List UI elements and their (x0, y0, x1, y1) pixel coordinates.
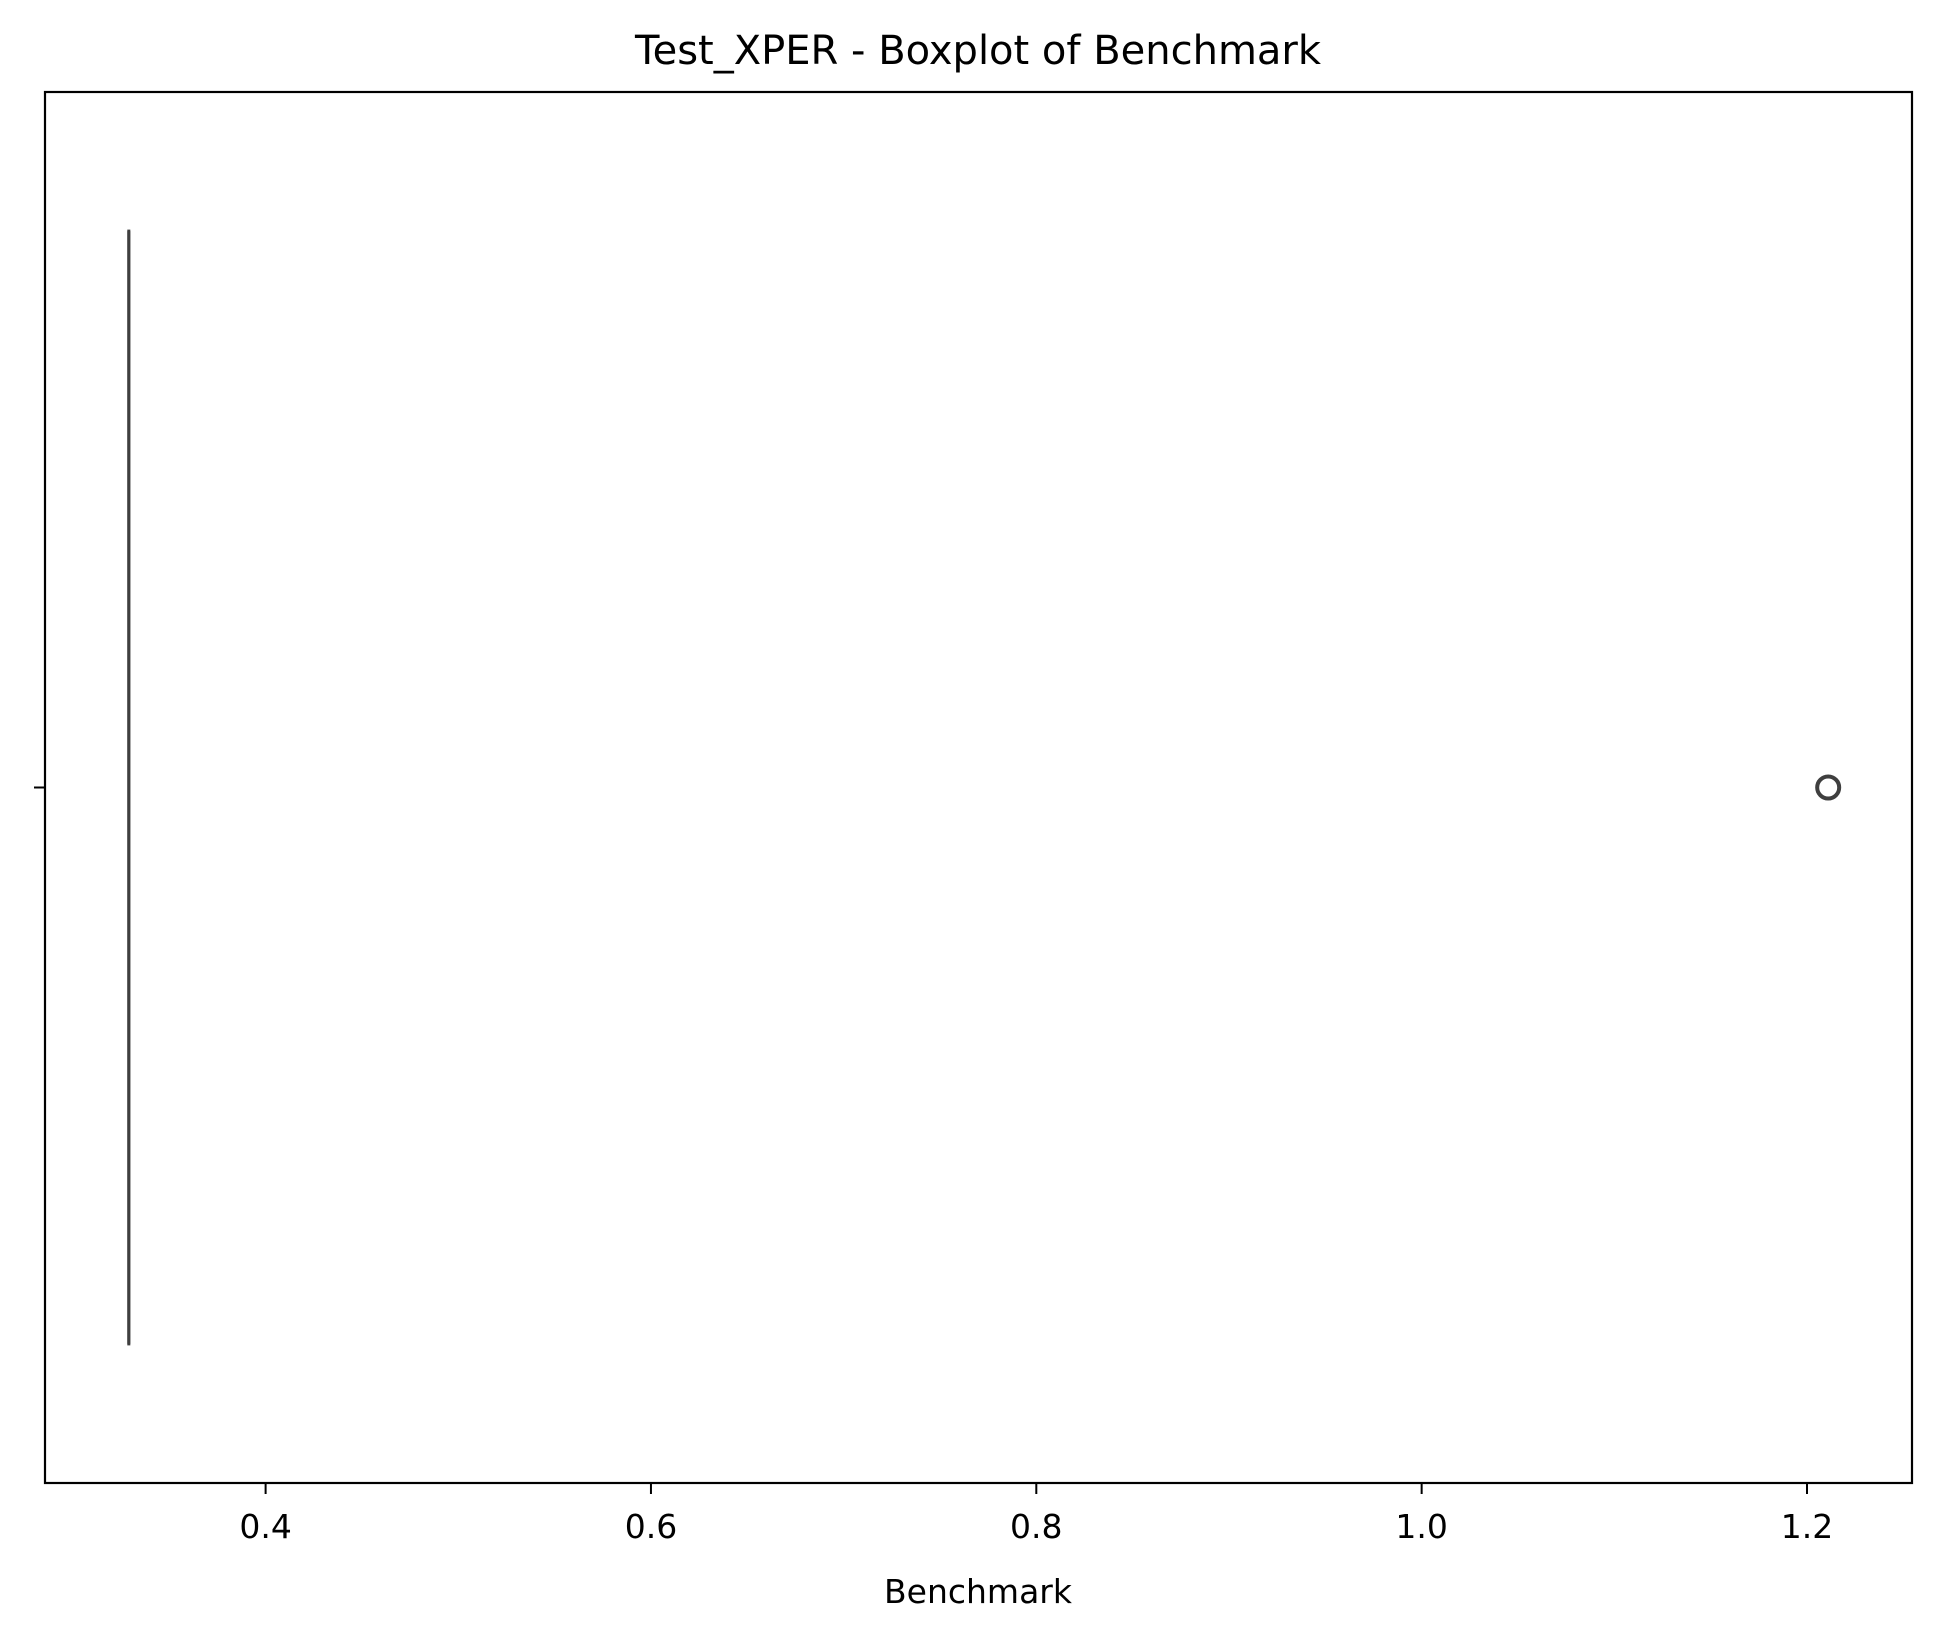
x-tick-label: 0.8 (1010, 1507, 1062, 1546)
x-axis-ticks: 0.4 0.6 0.8 1.0 1.2 (239, 1483, 1833, 1546)
x-tick-label: 0.6 (625, 1507, 677, 1546)
x-tick-label: 1.2 (1781, 1507, 1833, 1546)
x-tick-label: 0.4 (239, 1507, 291, 1546)
outlier-point (1815, 774, 1842, 801)
chart-title: Test_XPER - Boxplot of Benchmark (634, 28, 1322, 74)
outlier-points (1815, 774, 1842, 801)
x-tick-label: 1.0 (1395, 1507, 1447, 1546)
x-axis-label: Benchmark (884, 1572, 1073, 1611)
plot-area-frame (43, 90, 1914, 1485)
